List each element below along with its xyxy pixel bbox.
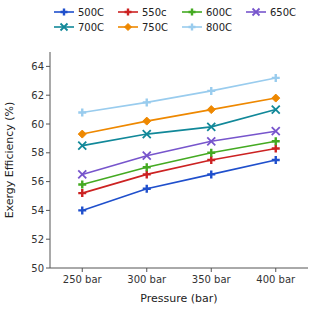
x-tick-label: 400 bar [256, 274, 296, 285]
point [207, 170, 215, 178]
y-tick-label: 58 [31, 147, 44, 158]
y-tick-label: 56 [31, 176, 44, 187]
x-tick [211, 268, 212, 272]
point [143, 98, 151, 106]
y-tick-label: 50 [31, 263, 44, 274]
point [78, 180, 86, 188]
point [272, 94, 280, 102]
point [207, 87, 215, 95]
series-line [82, 78, 276, 113]
legend-marker [125, 24, 132, 31]
y-tick [46, 95, 50, 96]
legend-label: 800C [206, 22, 232, 33]
point [272, 106, 280, 114]
point [272, 127, 280, 135]
x-tick-label: 250 bar [63, 274, 103, 285]
legend-marker [125, 9, 132, 16]
plot-area [78, 74, 280, 214]
point [78, 142, 86, 150]
x-tick [275, 268, 276, 272]
point [78, 130, 86, 138]
y-axis-label: Exergy Efficiency (%) [3, 102, 16, 219]
series-line [82, 98, 276, 134]
x-axis [50, 268, 308, 269]
y-tick [46, 66, 50, 67]
y-tick-label: 60 [31, 119, 44, 130]
point [78, 170, 86, 178]
point [78, 189, 86, 197]
point [143, 130, 151, 138]
point [143, 185, 151, 193]
x-tick [146, 268, 147, 272]
legend: 500C 550c 600C 650C 700C 750C 800C [54, 7, 296, 33]
x-tick [82, 268, 83, 272]
y-tick [46, 181, 50, 182]
x-tick-label: 300 bar [127, 274, 167, 285]
legend-label: 700C [78, 22, 104, 33]
y-tick [46, 239, 50, 240]
point [272, 137, 280, 145]
legend-marker [61, 9, 68, 16]
point [207, 137, 215, 145]
legend-label: 550c [142, 7, 167, 18]
point [78, 108, 86, 116]
y-tick-label: 62 [31, 90, 44, 101]
point [143, 117, 151, 125]
point [207, 156, 215, 164]
y-tick-label: 52 [31, 234, 44, 245]
legend-label: 650C [270, 7, 296, 18]
legend-marker [253, 9, 260, 16]
series-line [82, 131, 276, 174]
point [143, 152, 151, 160]
y-tick-label: 64 [31, 61, 44, 72]
y-tick [46, 210, 50, 211]
point [272, 74, 280, 82]
legend-label: 750C [142, 22, 168, 33]
point [78, 206, 86, 214]
legend-label: 600C [206, 7, 232, 18]
point [207, 106, 215, 114]
point [143, 163, 151, 171]
point [272, 156, 280, 164]
point [207, 123, 215, 131]
chart: 50 52 54 56 58 60 62 64 250 bar 300 bar 350 bar 400… [0, 0, 320, 320]
y-tick [46, 268, 50, 269]
x-axis-label: Pressure (bar) [140, 292, 217, 305]
legend-label: 500C [78, 7, 104, 18]
legend-marker [189, 9, 196, 16]
point [207, 149, 215, 157]
point [143, 170, 151, 178]
legend-marker [189, 24, 196, 31]
y-tick-label: 54 [31, 205, 44, 216]
series-line [82, 148, 276, 193]
y-axis [50, 52, 51, 268]
y-tick [46, 152, 50, 153]
legend-marker [61, 24, 68, 31]
point [272, 144, 280, 152]
y-tick [46, 124, 50, 125]
x-tick-label: 350 bar [192, 274, 232, 285]
